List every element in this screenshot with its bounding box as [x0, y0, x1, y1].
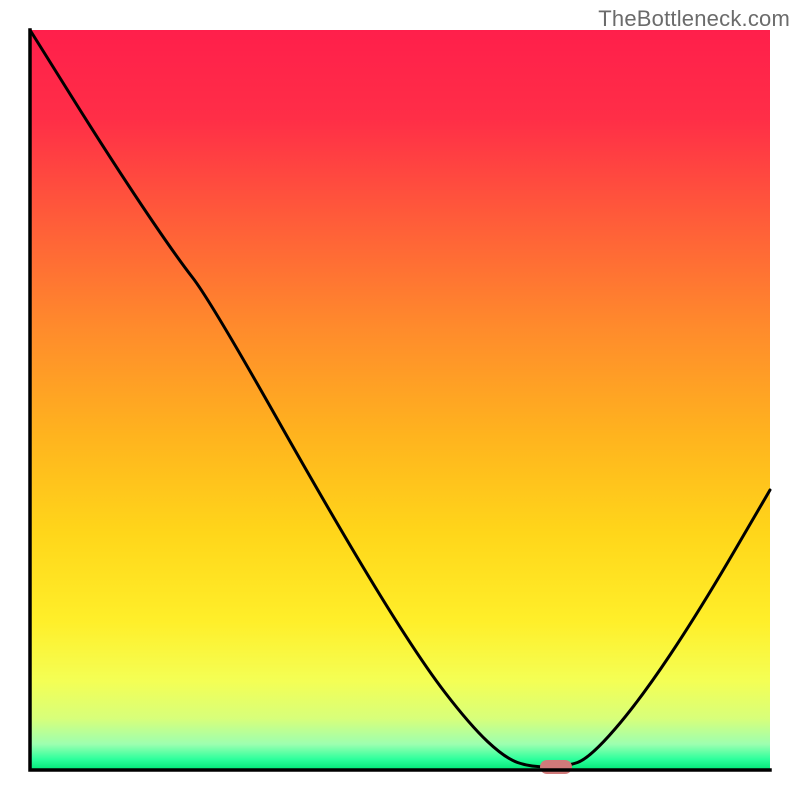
- watermark-text: TheBottleneck.com: [598, 6, 790, 32]
- bottleneck-chart: [0, 0, 800, 800]
- optimal-point-marker: [540, 760, 572, 774]
- chart-container: TheBottleneck.com: [0, 0, 800, 800]
- gradient-background: [30, 30, 770, 770]
